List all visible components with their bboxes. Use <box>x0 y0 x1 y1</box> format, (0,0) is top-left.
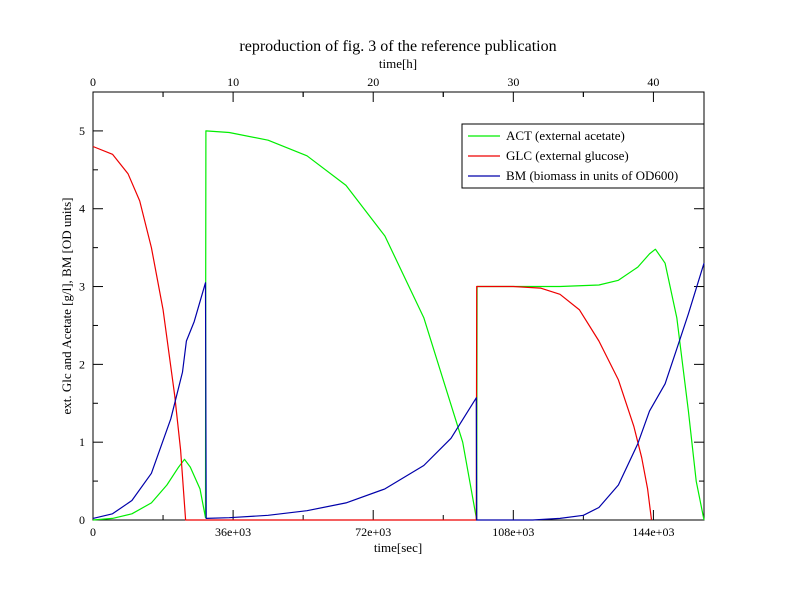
y-tick-label: 0 <box>79 513 85 527</box>
top-x-tick-label: 30 <box>507 75 519 89</box>
series-line-0 <box>92 130 705 521</box>
y-tick-label: 3 <box>79 280 85 294</box>
chart-title: reproduction of fig. 3 of the reference … <box>239 38 556 55</box>
top-x-tick-label: 0 <box>90 75 96 89</box>
series-group <box>92 130 705 521</box>
y-tick-label: 1 <box>79 435 85 449</box>
series-line-1 <box>92 145 653 521</box>
y-tick-label: 5 <box>79 124 85 138</box>
y-tick-label: 4 <box>79 202 85 216</box>
x-tick-label: 36e+03 <box>215 525 251 539</box>
top-x-axis-label: time[h] <box>379 56 417 71</box>
series-line-2 <box>92 263 705 521</box>
x-tick-label: 72e+03 <box>355 525 391 539</box>
x-tick-label: 108e+03 <box>492 525 534 539</box>
legend-box <box>461 123 705 189</box>
legend-label-1: GLC (external glucose) <box>506 148 629 163</box>
x-tick-label: 0 <box>90 525 96 539</box>
top-x-tick-label: 40 <box>647 75 659 89</box>
legend-label-2: BM (biomass in units of OD600) <box>506 168 678 183</box>
legend-items: ACT (external acetate) GLC (external gluc… <box>468 128 678 183</box>
legend: ACT (external acetate) GLC (external gluc… <box>461 123 705 189</box>
x-axis-label: time[sec] <box>374 540 422 555</box>
x-tick-label: 144e+03 <box>632 525 674 539</box>
y-tick-label: 2 <box>79 357 85 371</box>
top-x-tick-label: 20 <box>367 75 379 89</box>
top-x-tick-label: 10 <box>227 75 239 89</box>
legend-label-0: ACT (external acetate) <box>506 128 625 143</box>
y-axis-label: ext. Glc and Acetate [g/l], BM [OD units… <box>59 198 74 415</box>
